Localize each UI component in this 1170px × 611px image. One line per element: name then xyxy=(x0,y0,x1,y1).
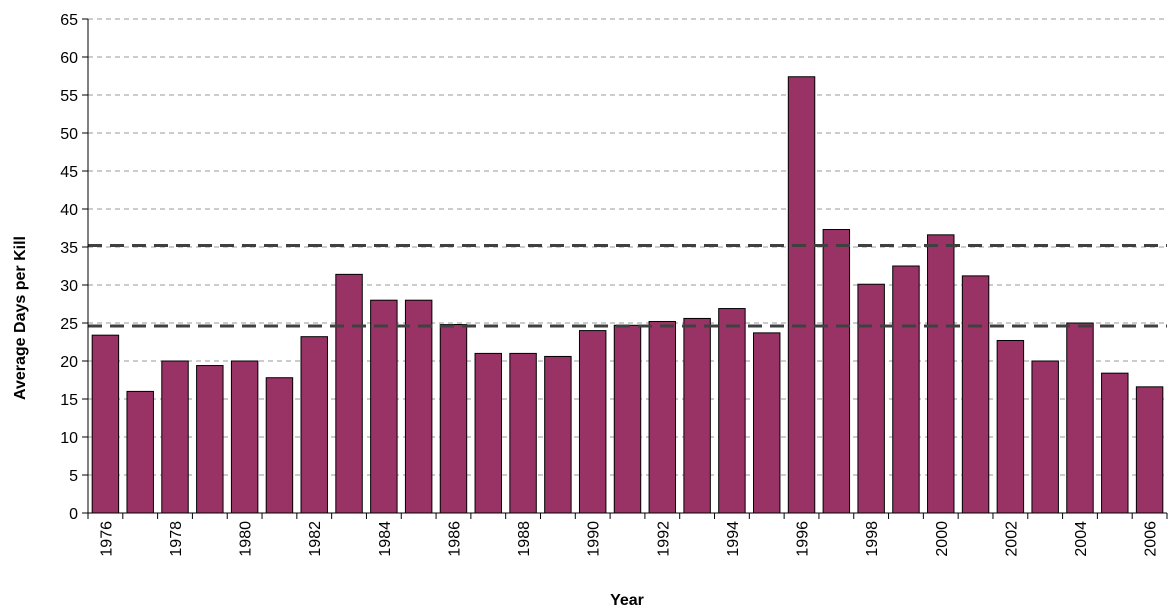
x-axis-title: Year xyxy=(610,592,644,609)
bar-1993 xyxy=(683,317,711,514)
y-tick-label: 10 xyxy=(60,430,78,447)
y-axis-title: Average Days per Kill xyxy=(12,236,29,400)
x-tick-label: 1992 xyxy=(655,521,672,557)
bar-1983 xyxy=(335,273,363,514)
y-tick-label: 50 xyxy=(60,126,78,143)
x-tick-label: 1978 xyxy=(168,521,185,557)
bar-1991 xyxy=(613,324,642,514)
bar-2001 xyxy=(961,275,990,514)
y-tick-label: 30 xyxy=(60,278,78,295)
bar-2005 xyxy=(1101,372,1129,514)
x-tick-label: 1998 xyxy=(864,521,881,557)
x-tick-label: 2006 xyxy=(1143,521,1160,557)
bar-1992 xyxy=(648,320,677,514)
bar-1989 xyxy=(544,355,572,514)
bar-2004 xyxy=(1066,322,1094,514)
y-tick-label: 15 xyxy=(60,392,78,409)
axes xyxy=(87,19,1168,519)
bar-2002 xyxy=(996,339,1025,514)
y-tick-label: 60 xyxy=(60,50,78,67)
bar-1979 xyxy=(196,365,224,514)
bar-1980 xyxy=(230,360,259,514)
x-tick-label: 1976 xyxy=(98,521,115,557)
x-tick-label: 1996 xyxy=(795,521,812,557)
y-tick-label: 35 xyxy=(60,240,78,257)
bar-1988 xyxy=(509,352,537,514)
y-tick-label: 25 xyxy=(60,316,78,333)
y-tick-label: 45 xyxy=(60,164,78,181)
x-tick-label: 1988 xyxy=(516,521,533,557)
x-tick-label: 1980 xyxy=(238,521,255,557)
bar-1976 xyxy=(91,334,120,514)
reference-lines xyxy=(88,243,1167,328)
bar-1978 xyxy=(161,360,189,514)
y-tick-label: 0 xyxy=(69,506,78,523)
bar-2000 xyxy=(927,234,955,514)
bar-1997 xyxy=(822,229,851,514)
bar-1990 xyxy=(578,330,607,514)
y-tick-label: 5 xyxy=(69,468,78,485)
y-tick-label: 65 xyxy=(60,12,78,29)
bar-1996 xyxy=(787,76,816,514)
y-tick-label: 40 xyxy=(60,202,78,219)
bar-1986 xyxy=(439,324,468,514)
y-tick-labels: 0 5 10 15 20 25 30 35 40 45 50 55 60 65 xyxy=(60,12,78,523)
bar-1995 xyxy=(752,332,781,514)
x-tick-label: 2004 xyxy=(1073,521,1090,557)
x-tick-label: 2002 xyxy=(1003,521,1020,557)
bar-2003 xyxy=(1031,360,1059,514)
x-tick-labels: 1976 1978 1980 1982 1984 1986 1988 1990 1992 1994… xyxy=(98,521,1159,557)
y-tick-label: 55 xyxy=(60,88,78,105)
x-tick-label: 1990 xyxy=(586,521,603,557)
y-tick-label: 20 xyxy=(60,354,78,371)
x-tick-label: 1982 xyxy=(307,521,324,557)
bars xyxy=(91,76,1164,514)
bar-1994 xyxy=(718,308,746,514)
x-tick-label: 2000 xyxy=(934,521,951,557)
bar-1977 xyxy=(126,390,154,514)
bar-1999 xyxy=(892,265,920,514)
grid-lines xyxy=(82,18,1167,514)
bar-2006 xyxy=(1135,386,1164,514)
bar-1987 xyxy=(474,352,503,514)
bar-1981 xyxy=(265,377,294,514)
bar-1982 xyxy=(300,336,328,514)
x-tick-label: 1986 xyxy=(446,521,463,557)
x-tick-label: 1984 xyxy=(377,521,394,557)
bar-1985 xyxy=(404,299,433,514)
x-tick-label: 1994 xyxy=(725,521,742,557)
bar-1998 xyxy=(857,283,885,514)
bar-1984 xyxy=(370,299,398,514)
